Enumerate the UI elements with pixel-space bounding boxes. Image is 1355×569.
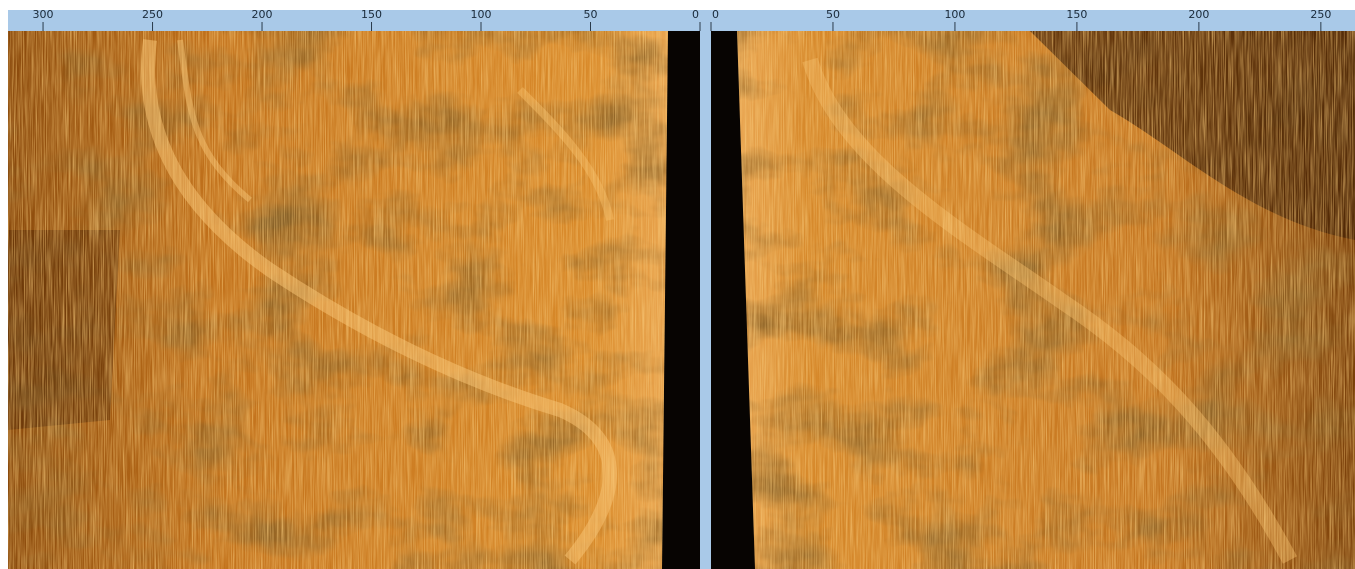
tick-label: 50 [826, 8, 840, 21]
right-ruler [703, 10, 1355, 31]
tick-label: 100 [944, 8, 965, 21]
right-image [711, 31, 1355, 569]
left-image [8, 31, 700, 569]
tick-label: 250 [142, 8, 163, 21]
page: 300250200150100500050100150200250 (() =>… [0, 0, 1355, 569]
tick-label: 0 [692, 8, 699, 21]
sonar-view: 300 250 200 150 100 50 00 50 100 150 200 250 [0, 0, 1355, 569]
tick-label: 200 [252, 8, 273, 21]
tick-label: 250 [1310, 8, 1331, 21]
tick-label: 50 [584, 8, 598, 21]
divider [700, 10, 711, 569]
tick-label: 200 [1188, 8, 1209, 21]
tick-label: 300 [33, 8, 54, 21]
tick-label: 150 [361, 8, 382, 21]
tick-label: 100 [471, 8, 492, 21]
tick-label: 150 [1066, 8, 1087, 21]
tick-label: 0 [712, 8, 719, 21]
